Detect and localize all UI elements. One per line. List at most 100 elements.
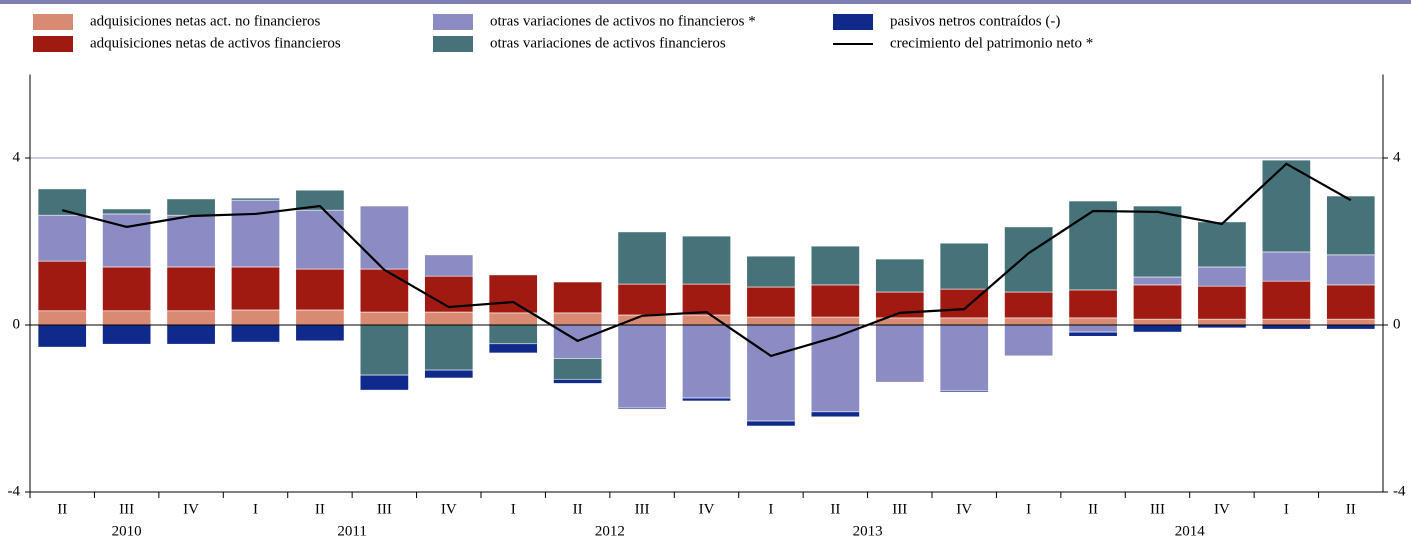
x-tick-label: III bbox=[892, 501, 907, 517]
bar-segment bbox=[231, 266, 280, 311]
legend-swatch bbox=[433, 36, 473, 52]
bar-segment bbox=[553, 358, 603, 380]
bar-segment bbox=[295, 309, 345, 326]
x-tick-label: IV bbox=[441, 501, 457, 517]
bar-segment bbox=[1326, 318, 1376, 326]
bar-segment bbox=[1133, 205, 1182, 278]
bar-segment bbox=[1197, 285, 1247, 320]
bar-segment bbox=[875, 258, 925, 293]
bar-segment bbox=[488, 312, 538, 326]
legend-label: adquisiciones netas de activos financier… bbox=[90, 35, 341, 51]
bar-segment bbox=[231, 309, 280, 326]
bar-segment bbox=[102, 310, 152, 326]
bar-segment bbox=[875, 324, 925, 383]
bar-segment bbox=[810, 284, 860, 318]
y-tick-label: 4 bbox=[13, 149, 21, 165]
bar-segment bbox=[295, 209, 345, 270]
bar-segment bbox=[1133, 324, 1182, 333]
bar-segment bbox=[1004, 317, 1054, 326]
x-tick-label: II bbox=[1346, 501, 1356, 517]
legend-label: adquisiciones netas act. no financieros bbox=[90, 13, 321, 29]
y2-tick-label: 0 bbox=[1393, 316, 1401, 332]
bar-segment bbox=[617, 283, 667, 316]
bar-segment bbox=[359, 268, 409, 313]
bar-segment bbox=[810, 411, 860, 418]
bar-segment bbox=[488, 274, 538, 314]
y2-tick-label: 4 bbox=[1393, 149, 1401, 165]
legend-label: crecimiento del patrimonio neto * bbox=[890, 35, 1093, 51]
legend-label: otras variaciones de activos no financie… bbox=[490, 13, 756, 29]
bar-segment bbox=[166, 324, 216, 345]
bar-segment bbox=[488, 324, 538, 345]
bar-segment bbox=[102, 266, 152, 312]
bar-segment bbox=[1197, 221, 1247, 268]
x-tick-label: IV bbox=[183, 501, 199, 517]
x-tick-label: II bbox=[315, 501, 325, 517]
bar-segment bbox=[231, 197, 280, 201]
x-tick-label: I bbox=[768, 501, 773, 517]
bar-segment bbox=[746, 420, 796, 427]
bar-segment bbox=[1068, 289, 1118, 319]
x-tick-label: IV bbox=[1214, 501, 1230, 517]
bar-segment bbox=[1068, 324, 1118, 333]
bar-segment bbox=[682, 324, 731, 399]
bar-segment bbox=[359, 311, 409, 326]
bar-segment bbox=[1133, 318, 1182, 326]
legend-label: otras variaciones de activos financieros bbox=[490, 35, 726, 51]
bar-segment bbox=[553, 312, 603, 326]
bar-segment bbox=[682, 235, 731, 285]
x-tick-label: IV bbox=[956, 501, 972, 517]
legend-swatch bbox=[33, 14, 73, 30]
bar-segment bbox=[553, 281, 603, 314]
bar-segment bbox=[1004, 324, 1054, 357]
bar-segment bbox=[37, 214, 87, 262]
bar-segment bbox=[939, 390, 989, 393]
bar-segment bbox=[1004, 226, 1054, 293]
y-tick-label: -4 bbox=[8, 483, 21, 499]
x-tick-label: III bbox=[377, 501, 392, 517]
bar-segment bbox=[166, 198, 216, 216]
bar-segment bbox=[746, 324, 796, 422]
bar-segment bbox=[682, 283, 731, 316]
x-tick-label: II bbox=[1088, 501, 1098, 517]
bar-segment bbox=[1326, 195, 1376, 256]
year-label: 2011 bbox=[337, 523, 366, 539]
x-tick-label: II bbox=[830, 501, 840, 517]
legend-swatch bbox=[433, 14, 473, 30]
bar-segment bbox=[1068, 331, 1118, 337]
bar-segment bbox=[617, 231, 667, 285]
bar-segment bbox=[424, 369, 474, 379]
bar-segment bbox=[295, 324, 345, 342]
year-label: 2014 bbox=[1175, 523, 1206, 539]
bar-segment bbox=[810, 324, 860, 413]
bar-segment bbox=[231, 199, 280, 268]
legend-swatch bbox=[33, 36, 73, 52]
x-tick-label: I bbox=[511, 501, 516, 517]
bar-segment bbox=[37, 260, 87, 312]
bar-segment bbox=[1261, 324, 1311, 330]
bar-segment bbox=[1326, 284, 1376, 320]
bar-segment bbox=[1326, 254, 1376, 286]
header-band bbox=[0, 0, 1411, 4]
bar-segment bbox=[939, 317, 989, 326]
bar-segment bbox=[231, 324, 280, 343]
bar-segment bbox=[810, 316, 860, 326]
bar-segment bbox=[1197, 266, 1247, 287]
bar-segment bbox=[617, 407, 667, 410]
x-tick-label: IV bbox=[699, 501, 715, 517]
bar-segment bbox=[359, 205, 409, 270]
x-tick-label: I bbox=[1026, 501, 1031, 517]
bar-segment bbox=[102, 324, 152, 345]
bar-segment bbox=[359, 324, 409, 376]
bar-segment bbox=[488, 343, 538, 354]
bar-segment bbox=[1004, 291, 1054, 319]
bar-segment bbox=[166, 310, 216, 326]
bar-segment bbox=[359, 374, 409, 391]
bar-segment bbox=[1326, 324, 1376, 330]
line-series bbox=[61, 162, 1352, 358]
bar-segment bbox=[1133, 276, 1182, 286]
bar-segment bbox=[37, 324, 87, 348]
bar-segment bbox=[746, 255, 796, 288]
y-tick-label: 0 bbox=[13, 316, 21, 332]
